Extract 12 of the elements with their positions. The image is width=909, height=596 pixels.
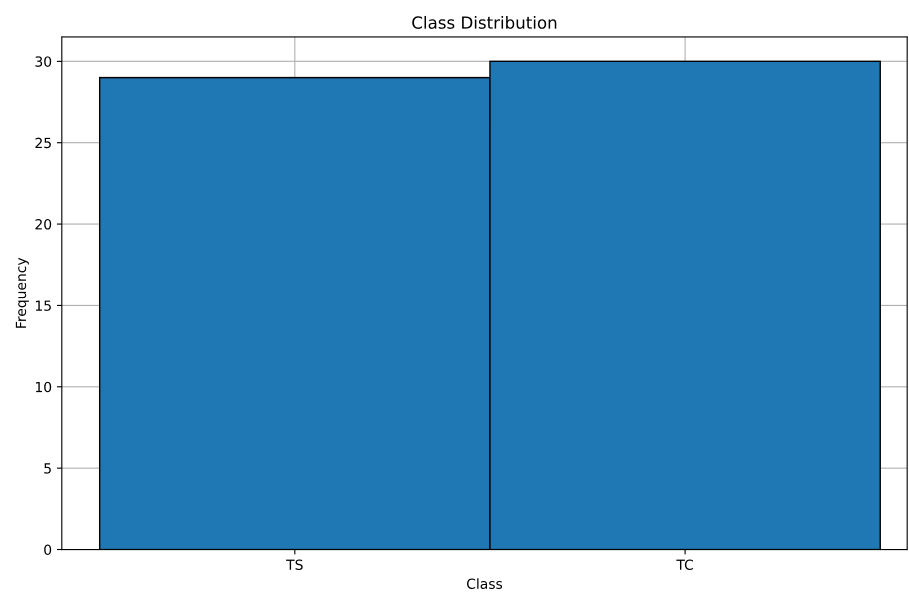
y-tick-label: 30: [35, 56, 52, 67]
y-tick-label: 25: [35, 138, 51, 148]
x-tick-label: TC: [676, 559, 694, 570]
y-tick-label: 20: [35, 219, 52, 230]
y-tick-label: 0: [44, 544, 52, 555]
y-tick-label: 5: [44, 463, 51, 474]
x-tick-label: TS: [286, 559, 303, 570]
x-axis-title: Class: [467, 578, 502, 589]
chart-title: Class Distribution: [412, 16, 556, 29]
y-tick-label: 15: [36, 300, 51, 311]
y-axis-title: Frequency: [16, 258, 29, 328]
y-tick-label: 10: [36, 382, 52, 392]
